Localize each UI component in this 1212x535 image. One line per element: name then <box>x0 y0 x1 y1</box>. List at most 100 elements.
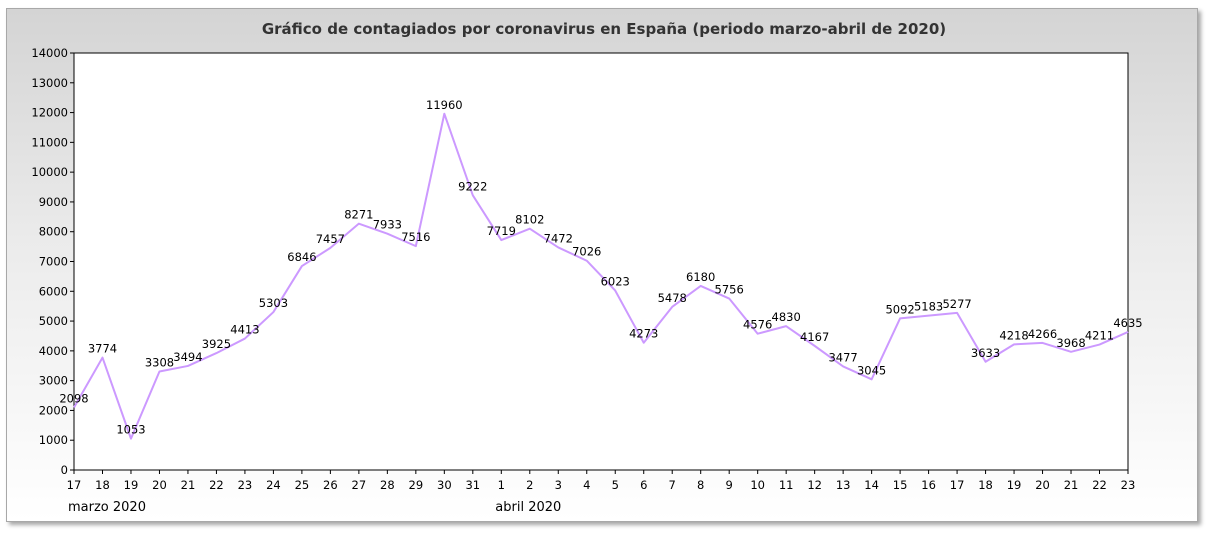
x-tick-label: 20 <box>1035 478 1050 492</box>
x-axis: 17 18 19 20 21 22 23 24 25 26 27 28 29 30 31 1 2 3 4 5 6 7 8 9 1… <box>67 470 1136 515</box>
data-label: 9222 <box>458 179 487 193</box>
x-tick-label: 22 <box>209 478 224 492</box>
x-tick-label: 23 <box>1121 478 1136 492</box>
data-label: 3633 <box>971 346 1000 360</box>
x-tick-label: 5 <box>612 478 619 492</box>
y-axis: 0 1000 2000 3000 4000 5000 6000 7000 8000 9000 100… <box>31 46 74 477</box>
data-label: 6023 <box>601 275 630 289</box>
x-tick-label: 28 <box>380 478 395 492</box>
data-label: 7719 <box>487 224 516 238</box>
y-tick-label: 1000 <box>39 433 68 447</box>
data-label: 5277 <box>942 297 971 311</box>
x-tick-label: 19 <box>1007 478 1022 492</box>
x-tick-label: 9 <box>726 478 733 492</box>
data-label: 3774 <box>88 342 117 356</box>
x-tick-label: 20 <box>152 478 167 492</box>
x-tick-label: 17 <box>67 478 82 492</box>
x-tick-label: 18 <box>978 478 993 492</box>
y-tick-label: 14000 <box>31 46 68 60</box>
x-tick-label: 7 <box>669 478 676 492</box>
y-tick-label: 6000 <box>39 284 68 298</box>
x-tick-label: 14 <box>864 478 879 492</box>
data-label: 4635 <box>1113 316 1142 330</box>
data-label: 4266 <box>1028 327 1057 341</box>
data-label: 6846 <box>287 250 316 264</box>
y-tick-label: 2000 <box>39 403 68 417</box>
x-tick-label: 17 <box>950 478 965 492</box>
x-group-label: abril 2020 <box>495 500 561 515</box>
data-label: 3477 <box>828 350 857 364</box>
y-tick-label: 12000 <box>31 106 68 120</box>
x-tick-label: 31 <box>465 478 480 492</box>
data-label: 5303 <box>259 296 288 310</box>
x-tick-label: 21 <box>181 478 196 492</box>
data-label: 4167 <box>800 330 829 344</box>
data-label: 7026 <box>572 245 601 259</box>
x-tick-label: 1 <box>498 478 505 492</box>
x-group-label: marzo 2020 <box>68 500 146 515</box>
y-tick-label: 0 <box>61 463 68 477</box>
plot-area <box>73 52 1129 471</box>
x-tick-label: 15 <box>893 478 908 492</box>
x-tick-label: 16 <box>921 478 936 492</box>
x-tick-label: 30 <box>437 478 452 492</box>
x-tick-label: 23 <box>238 478 253 492</box>
x-tick-label: 18 <box>95 478 110 492</box>
x-tick-label: 19 <box>124 478 139 492</box>
x-tick-label: 21 <box>1064 478 1079 492</box>
data-label: 5756 <box>715 283 744 297</box>
chart-frame: Gráfico de contagiados por coronavirus e… <box>6 8 1198 522</box>
x-tick-label: 4 <box>583 478 590 492</box>
data-label: 5478 <box>658 291 687 305</box>
x-tick-label: 12 <box>807 478 822 492</box>
data-label: 7516 <box>401 230 430 244</box>
data-label: 7933 <box>373 218 402 232</box>
y-tick-label: 9000 <box>39 195 68 209</box>
x-tick-label: 6 <box>640 478 647 492</box>
data-label: 4576 <box>743 318 772 332</box>
x-tick-label: 8 <box>697 478 704 492</box>
x-tick-label: 10 <box>750 478 765 492</box>
x-tick-label: 29 <box>409 478 424 492</box>
y-tick-label: 5000 <box>39 314 68 328</box>
y-tick-label: 4000 <box>39 344 68 358</box>
data-label: 7472 <box>544 231 573 245</box>
y-tick-label: 7000 <box>39 255 68 269</box>
data-label: 3308 <box>145 355 174 369</box>
x-tick-label: 25 <box>295 478 310 492</box>
series-layer <box>73 112 1129 440</box>
y-tick-label: 3000 <box>39 374 68 388</box>
y-tick-label: 8000 <box>39 225 68 239</box>
x-tick-label: 22 <box>1092 478 1107 492</box>
data-label: 7457 <box>316 232 345 246</box>
x-tick-label: 27 <box>352 478 367 492</box>
x-tick-label: 13 <box>836 478 851 492</box>
chart-title: Gráfico de contagiados por coronavirus e… <box>262 20 946 38</box>
data-label: 8271 <box>344 208 373 222</box>
y-tick-label: 10000 <box>31 165 68 179</box>
data-label: 4273 <box>629 327 658 341</box>
data-label: 3968 <box>1056 336 1085 350</box>
line-chart: Gráfico de contagiados por coronavirus e… <box>31 20 1142 515</box>
x-tick-label: 24 <box>266 478 281 492</box>
x-tick-label: 11 <box>779 478 794 492</box>
data-label: 2098 <box>59 392 88 406</box>
y-tick-label: 11000 <box>31 135 68 149</box>
data-label: 3925 <box>202 337 231 351</box>
data-label: 4211 <box>1085 329 1114 343</box>
data-label: 4413 <box>230 323 259 337</box>
series-line <box>73 112 1129 440</box>
y-tick-label: 13000 <box>31 76 68 90</box>
data-label: 5092 <box>885 302 914 316</box>
x-tick-label: 3 <box>555 478 562 492</box>
data-label: 5183 <box>914 300 943 314</box>
data-label: 8102 <box>515 213 544 227</box>
data-label: 6180 <box>686 270 715 284</box>
data-label: 3045 <box>857 363 886 377</box>
x-tick-label: 2 <box>526 478 533 492</box>
data-label: 4218 <box>999 328 1028 342</box>
x-tick-label: 26 <box>323 478 338 492</box>
data-label: 3494 <box>173 350 202 364</box>
data-label: 1053 <box>116 423 145 437</box>
